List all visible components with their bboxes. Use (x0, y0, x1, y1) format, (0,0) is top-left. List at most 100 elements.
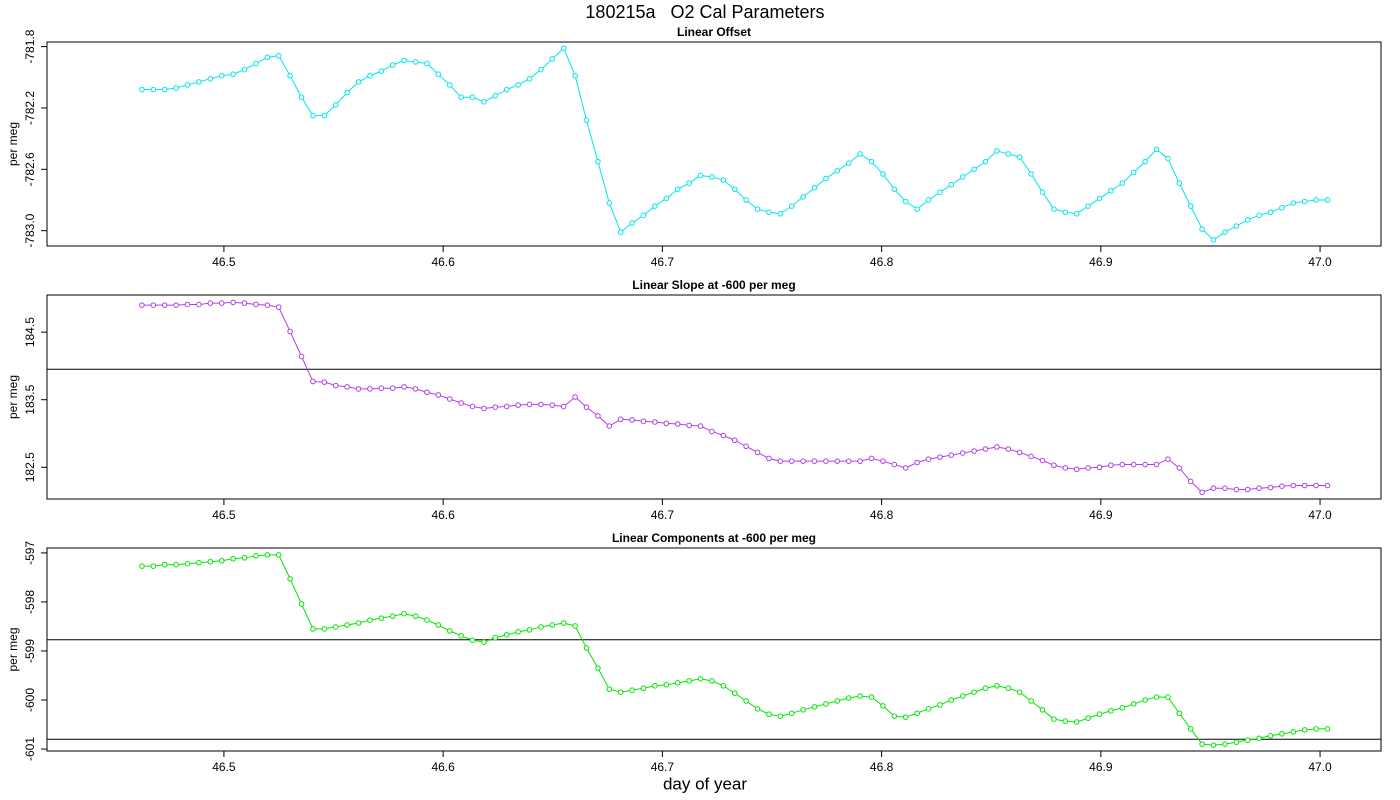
data-point (503, 631, 510, 638)
data-point (663, 420, 670, 427)
data-point (446, 82, 453, 88)
data-point (652, 203, 658, 209)
data-point (629, 220, 635, 226)
data-point (184, 301, 191, 308)
data-point (788, 203, 795, 209)
data-point (731, 186, 738, 193)
y-tick-label: -601 (23, 737, 37, 761)
data-point (777, 713, 784, 719)
data-point (218, 557, 225, 564)
data-point (1039, 707, 1046, 713)
data-point (253, 301, 259, 308)
data-point (1313, 726, 1319, 732)
data-point (595, 665, 601, 671)
data-point (458, 632, 464, 639)
data-point (902, 198, 909, 205)
series-line (141, 301, 1328, 493)
data-point (959, 693, 966, 699)
data-point (458, 94, 464, 101)
data-point (948, 697, 955, 703)
data-point (218, 300, 225, 306)
data-point (868, 455, 875, 462)
data-point (697, 172, 704, 179)
x-tick-label: 46.5 (212, 508, 236, 522)
data-point (1016, 154, 1023, 160)
series-line (141, 47, 1328, 241)
data-point (1210, 237, 1217, 243)
data-point (355, 620, 362, 626)
data-point (880, 458, 886, 464)
data-point (1301, 727, 1308, 733)
data-point (321, 626, 328, 632)
data-point (1210, 485, 1217, 491)
data-point (196, 79, 202, 85)
data-point (971, 166, 977, 173)
data-point (1301, 482, 1308, 489)
data-point (560, 620, 567, 626)
data-point (674, 421, 681, 427)
x-tick-label: 47.0 (1308, 508, 1332, 522)
data-point (606, 200, 613, 206)
data-point (253, 553, 259, 559)
data-point (617, 689, 624, 695)
data-point (982, 158, 989, 165)
data-point (264, 552, 271, 558)
data-point (435, 622, 442, 628)
data-point (230, 71, 236, 78)
data-point (139, 86, 145, 93)
data-point (560, 45, 567, 51)
data-point (139, 302, 145, 308)
data-point (458, 400, 464, 406)
data-point (230, 555, 236, 562)
data-point (1130, 461, 1137, 468)
data-point (492, 634, 499, 641)
data-point (196, 559, 202, 566)
x-tick-label: 46.8 (870, 508, 894, 522)
data-point (287, 72, 293, 79)
data-point (1187, 726, 1194, 732)
data-point (538, 66, 544, 73)
data-point (1119, 180, 1126, 186)
data-point (686, 678, 692, 684)
data-point (572, 623, 578, 629)
data-point (1073, 719, 1080, 725)
data-point (777, 210, 784, 217)
data-point (766, 455, 772, 462)
data-point (834, 698, 841, 704)
data-point (891, 461, 898, 468)
data-point (538, 401, 544, 408)
data-point (344, 384, 350, 390)
y-tick-label: -782.6 (23, 152, 37, 186)
data-point (1290, 729, 1297, 735)
data-point (492, 404, 499, 410)
x-tick-label: 46.6 (431, 255, 455, 269)
data-point (811, 184, 818, 191)
data-point (275, 53, 282, 59)
data-point (1051, 462, 1057, 469)
data-point (971, 448, 977, 454)
data-point (606, 423, 613, 429)
data-point (161, 86, 168, 93)
data-point (1267, 732, 1274, 739)
y-axis-label: per meg (6, 375, 20, 419)
data-point (937, 702, 943, 708)
data-point (583, 645, 590, 651)
data-point (1324, 197, 1331, 203)
data-point (788, 710, 795, 717)
data-point (845, 160, 852, 166)
data-point (401, 610, 407, 617)
data-point (1108, 187, 1114, 194)
data-point (412, 613, 419, 619)
data-point (218, 72, 225, 79)
plot-frame (46, 41, 1382, 247)
data-point (173, 302, 179, 308)
data-point (766, 209, 772, 216)
data-point (1313, 197, 1319, 203)
data-point (583, 404, 590, 410)
data-point (959, 174, 966, 180)
data-point (298, 601, 305, 607)
data-point (1085, 715, 1091, 721)
data-point (1130, 701, 1137, 707)
data-point (845, 458, 852, 464)
data-point (857, 151, 863, 157)
